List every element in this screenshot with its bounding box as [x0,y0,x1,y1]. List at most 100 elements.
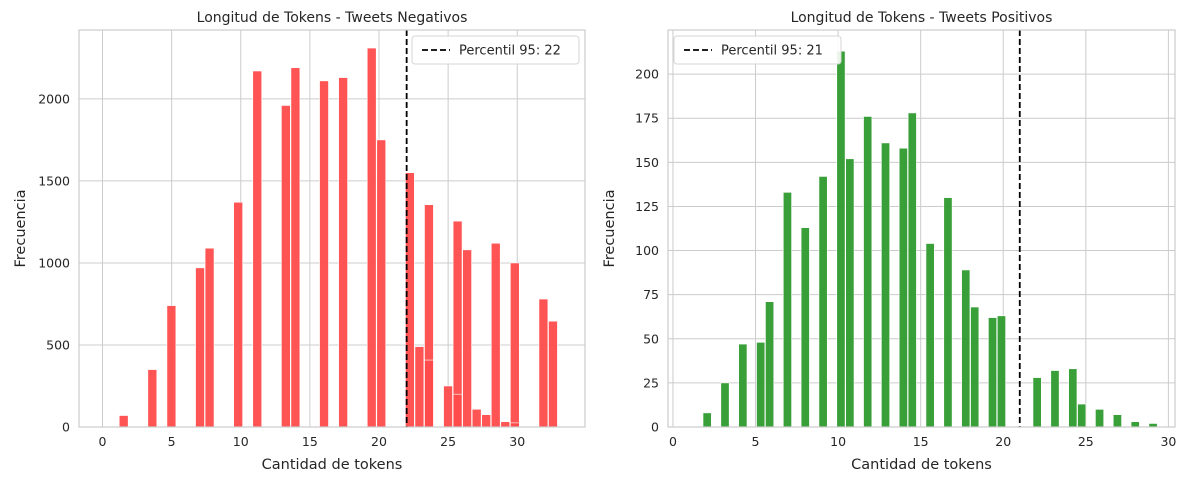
histogram-bar [538,298,549,428]
plot-area [668,30,1175,427]
y-tick-label: 200 [635,67,659,82]
x-tick-label: 20 [995,434,1011,449]
x-tick-label: 5 [168,434,176,449]
x-tick-label: 0 [99,434,107,449]
histogram-bar [782,192,792,428]
chart-title: Longitud de Tokens - Tweets Negativos [197,10,468,26]
histogram-bar [510,422,520,428]
x-tick-label: 10 [233,434,249,449]
histogram-bar [738,343,748,428]
histogram-bar [907,112,917,428]
y-tick-label: 25 [643,375,659,390]
chart-title: Longitud de Tokens - Tweets Positivos [791,10,1053,26]
x-tick-label: 0 [669,434,677,449]
histogram-bar [204,247,215,428]
legend-label: Percentil 95: 21 [721,44,823,59]
histogram-bar [500,421,511,428]
histogram-bar [1095,409,1105,428]
x-tick-label: 25 [440,434,456,449]
histogram-bar [471,408,482,428]
histogram-bar [481,414,491,428]
x-tick-label: 30 [509,434,525,449]
histogram-bar [414,346,425,428]
x-axis-label: Cantidad de tokens [851,457,992,473]
chart-negativos: 0 5 10 15 20 25 30 0 500 1000 1500 2000 Longitud de … [13,10,586,473]
histogram-bar [836,50,846,428]
histogram-bar [281,105,291,428]
histogram-bar [548,320,558,428]
y-tick-label: 0 [62,420,70,435]
histogram-bar [845,158,855,428]
x-tick-label: 15 [302,434,318,449]
plot-area [79,30,585,427]
histogram-bar [1068,368,1078,428]
x-tick-label: 5 [752,434,760,449]
histogram-bar [490,242,501,428]
x-tick-label: 25 [1078,434,1094,449]
y-tick-label: 125 [635,199,659,214]
histogram-bar [1130,421,1140,428]
y-tick-label: 50 [643,331,659,346]
histogram-bar [166,305,177,428]
histogram-bar [118,415,129,428]
y-tick-label: 150 [635,155,659,170]
histogram-bar [424,359,434,428]
histogram-bar [443,385,453,428]
histogram-bar [996,315,1006,428]
x-axis-label: Cantidad de tokens [262,457,403,473]
plot-frame [78,29,586,428]
histogram-bar [252,70,263,428]
histogram-bar [376,139,387,428]
histogram-bar [720,382,730,428]
histogram-bar [800,227,810,428]
histogram-bar [1032,377,1042,428]
y-axis-label: Frecuencia [602,189,618,267]
histogram-bar [925,243,935,428]
histogram-bar [756,342,766,428]
legend: Percentil 95: 21 [673,35,842,65]
legend-box [673,35,842,65]
histogram-bar [702,412,712,428]
x-tick-label: 10 [830,434,846,449]
histogram-bar [988,317,998,428]
histogram-bar [898,147,908,428]
legend-label: Percentil 95: 22 [459,44,561,59]
histogram-bar [1112,414,1122,428]
chart-positivos: 0 5 10 15 20 25 30 0 25 50 75 100 125 150 175 200 Longit… [602,10,1176,473]
histogram-bar [510,262,520,428]
x-tick-label: 30 [1160,434,1176,449]
histogram-bar [943,197,953,428]
histogram-bar [863,116,873,428]
x-tick-label: 20 [371,434,387,449]
y-tick-label: 500 [46,337,70,352]
y-tick-label: 100 [635,243,659,258]
y-tick-label: 2000 [38,91,70,106]
histogram-bar [1077,403,1087,428]
histogram-bar [818,176,828,428]
y-tick-label: 1500 [38,173,70,188]
y-tick-label: 175 [635,111,659,126]
legend: Percentil 95: 22 [411,35,580,65]
legend-box [411,35,580,65]
histogram-bar [147,369,158,428]
histogram-bar [970,306,980,428]
x-tick-label: 15 [913,434,929,449]
histogram-bar [452,393,463,428]
plot-frame [667,29,1176,428]
histogram-bar [338,77,348,428]
histogram-bar [233,201,243,428]
y-tick-label: 0 [651,420,659,435]
y-tick-label: 75 [643,287,659,302]
histogram-bar [462,249,472,428]
histogram-bar [881,142,890,428]
histogram-bar [765,301,775,428]
histogram-bar [195,267,205,428]
y-tick-label: 1000 [38,255,70,270]
histogram-bar [366,47,377,428]
y-axis-label: Frecuencia [13,189,29,267]
histogram-bar [290,67,301,428]
histogram-bar [1050,370,1060,428]
histogram-bar [961,269,971,428]
histogram-bar [319,80,329,428]
